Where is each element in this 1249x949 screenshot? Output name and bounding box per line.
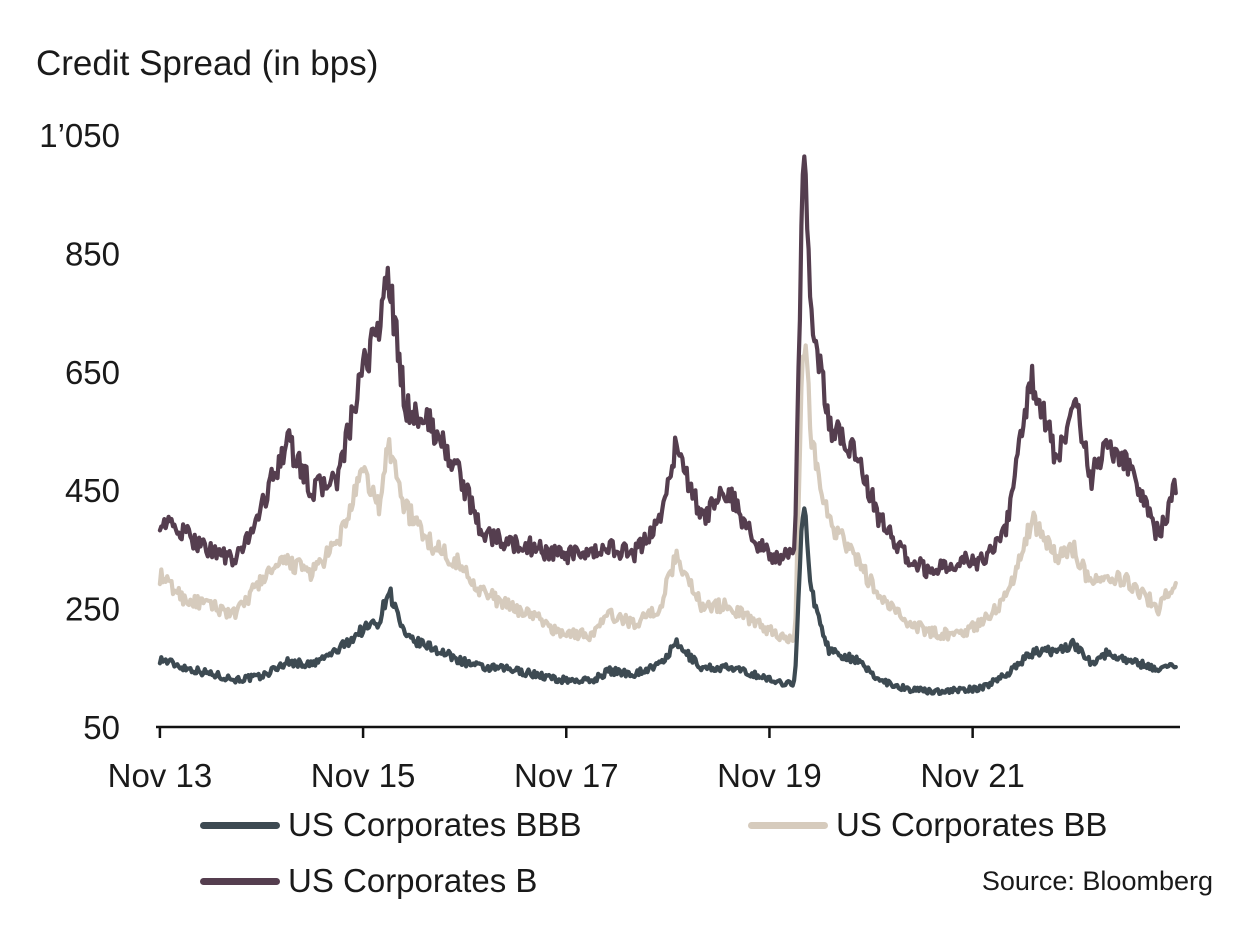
legend-swatch-bbb	[200, 821, 280, 829]
legend-label-bb: US Corporates BB	[836, 806, 1108, 843]
series-line-b	[157, 154, 1178, 580]
y-axis-title: Credit Spread (in bps)	[36, 44, 379, 83]
legend-label-bbb: US Corporates BBB	[288, 806, 582, 843]
legend-label-b: US Corporates B	[288, 862, 538, 899]
source-note: Source: Bloomberg	[981, 866, 1213, 896]
legend-swatch-b	[200, 877, 280, 885]
y-tick-label: 450	[65, 472, 120, 509]
legend-item-b: US Corporates B	[200, 862, 537, 900]
plot-area	[157, 154, 1178, 696]
legend-item-bb: US Corporates BB	[748, 806, 1107, 844]
x-tick-label: Nov 17	[514, 757, 619, 794]
axes: 50 250 450 650 850 1’050 Nov 13 Nov 15 Nov 17 Nov…	[39, 117, 1180, 794]
legend-item-bbb: US Corporates BBB	[200, 806, 581, 844]
x-tick-label: Nov 15	[311, 757, 416, 794]
x-tick-label: Nov 19	[717, 757, 822, 794]
x-tick-label: Nov 13	[108, 757, 213, 794]
series-line-bb	[157, 343, 1178, 645]
x-tick-label: Nov 21	[920, 757, 1025, 794]
legend-swatch-bb	[748, 821, 828, 829]
series-line-bbb	[157, 506, 1178, 696]
y-tick-label: 850	[65, 235, 120, 272]
y-tick-label: 250	[65, 591, 120, 628]
y-tick-label: 50	[83, 709, 120, 746]
y-tick-label: 1’050	[39, 117, 120, 154]
y-tick-label: 650	[65, 354, 120, 391]
